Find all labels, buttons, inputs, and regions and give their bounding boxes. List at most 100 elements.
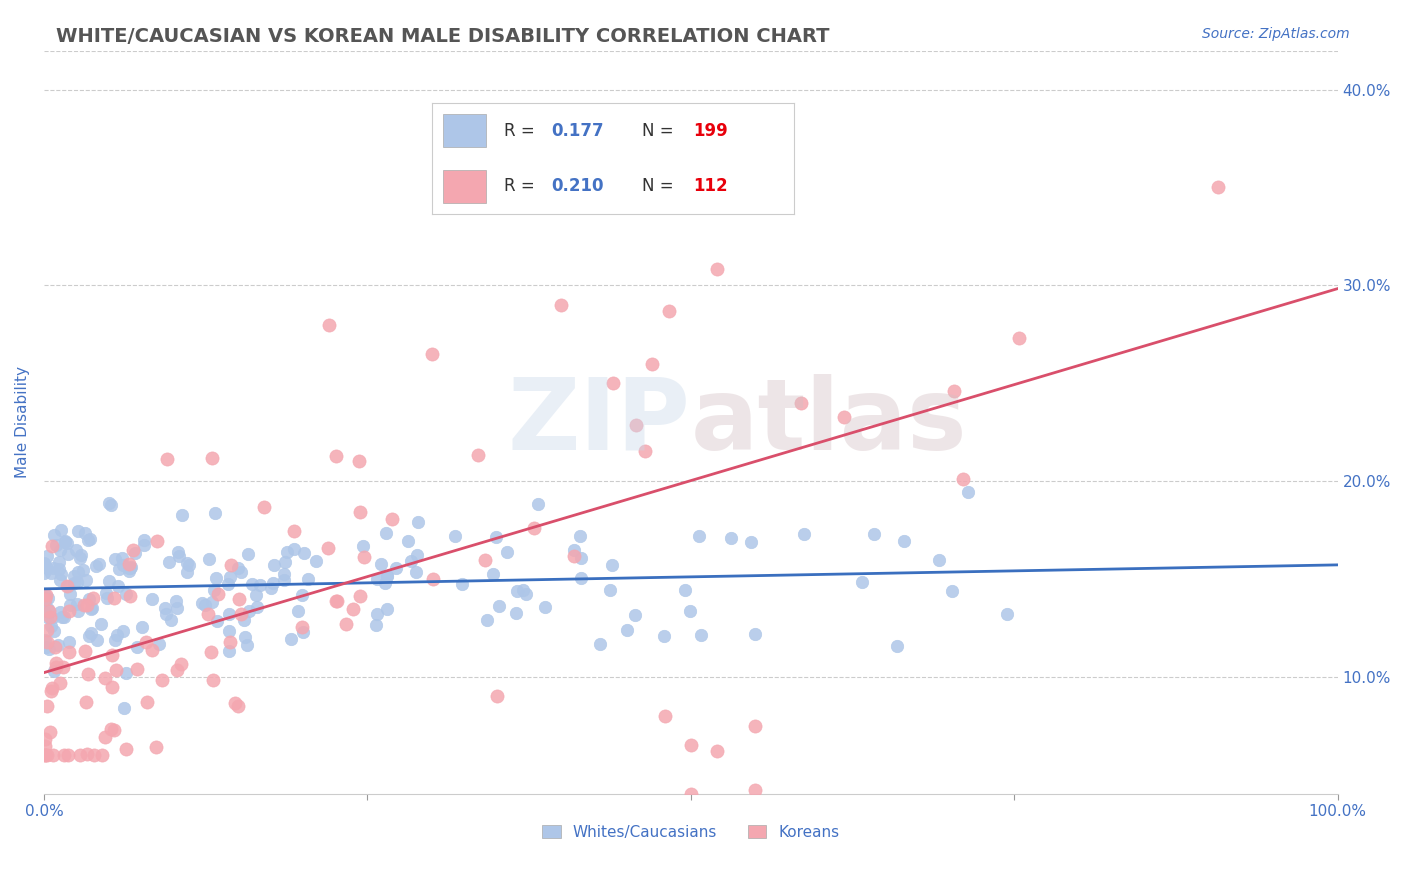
Point [49,566,72,581]
Point [34,640,56,654]
Point [104,552,127,566]
Point [66,597,89,611]
Point [564,542,586,557]
Point [96,591,118,605]
Point [316,541,339,555]
Point [53,533,76,548]
Point [51,609,73,624]
Point [602,558,624,573]
Point [224,696,246,710]
Point [952,472,974,486]
Point [349,506,371,520]
Point [512,582,534,597]
Point [451,577,474,591]
Point [58,604,80,618]
Point [41,540,63,554]
Point [194,598,217,612]
Text: WHITE/CAUCASIAN VS KOREAN MALE DISABILITY CORRELATION CHART: WHITE/CAUCASIAN VS KOREAN MALE DISABILIT… [56,27,830,45]
Point [233,613,256,627]
Point [122,543,145,558]
Point [420,347,443,361]
Point [790,396,813,410]
Point [72,563,94,577]
Point [366,607,388,621]
Point [73,598,96,612]
Point [569,551,592,566]
Point [38,725,60,739]
Point [375,569,398,583]
Point [56,579,79,593]
Point [744,783,766,797]
Point [342,602,364,616]
Point [260,581,283,595]
Point [238,604,260,618]
Point [90,747,112,762]
Point [83,747,105,762]
Point [305,554,328,568]
Point [48,555,70,569]
Point [616,623,638,637]
Point [886,639,908,653]
Point [34,732,56,747]
Point [166,663,188,677]
Point [176,556,198,570]
Point [48,542,70,557]
Point [941,584,963,599]
Point [153,600,176,615]
Point [396,534,419,549]
Text: ZIP: ZIP [508,374,690,471]
Point [564,549,586,564]
Point [197,607,219,621]
Point [75,525,97,540]
Point [34,747,56,762]
Point [602,376,624,391]
Point [218,607,240,622]
Point [111,624,134,638]
Point [66,524,89,539]
Point [45,538,67,552]
Point [170,508,193,522]
Point [218,570,240,584]
Point [406,516,429,530]
Point [291,620,314,634]
Point [80,625,103,640]
Point [204,506,226,520]
Point [201,450,224,465]
Point [291,588,314,602]
Point [218,644,240,658]
Point [94,585,117,599]
Point [283,524,305,538]
Point [75,573,97,587]
Point [326,594,349,608]
Point [120,559,142,574]
Point [76,747,98,761]
Point [893,534,915,549]
Point [37,591,59,605]
Point [39,618,62,632]
Point [56,747,79,762]
Point [349,453,371,467]
Point [744,627,766,641]
Point [35,635,58,649]
Point [75,644,97,658]
Point [176,566,198,580]
Point [159,613,181,627]
Point [56,579,79,593]
Point [263,558,285,572]
Point [274,555,297,569]
Point [370,558,392,572]
Point [45,657,67,671]
Point [39,684,62,698]
Point [485,530,508,544]
Point [101,680,124,694]
Point [205,614,228,628]
Point [44,640,66,654]
Point [349,589,371,603]
Point [34,747,56,762]
Point [364,617,387,632]
Point [679,787,702,801]
Point [236,638,259,652]
Point [352,540,374,554]
Point [505,606,527,620]
Point [134,533,156,548]
